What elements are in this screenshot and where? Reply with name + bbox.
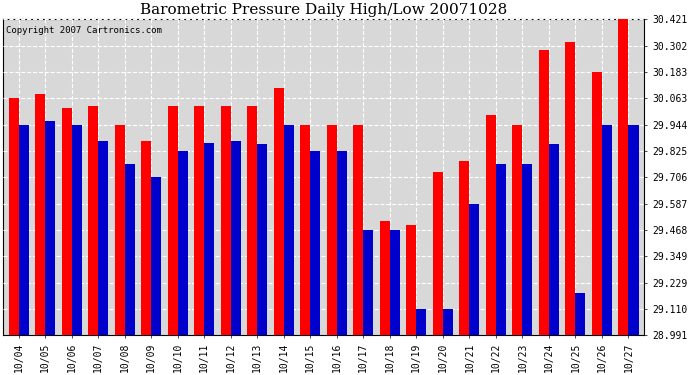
Bar <box>230 141 241 335</box>
Bar <box>416 309 426 335</box>
Bar <box>486 114 496 335</box>
Bar <box>115 125 125 335</box>
Bar <box>178 151 188 335</box>
Bar <box>61 108 72 335</box>
Bar <box>72 125 82 335</box>
Bar <box>565 42 575 335</box>
Bar <box>284 125 294 335</box>
Bar <box>539 51 549 335</box>
Bar <box>522 164 533 335</box>
Bar <box>406 225 416 335</box>
Bar <box>221 106 230 335</box>
Bar <box>460 161 469 335</box>
Bar <box>629 125 638 335</box>
Bar <box>141 141 151 335</box>
Bar <box>469 204 480 335</box>
Bar <box>549 144 559 335</box>
Bar <box>88 106 98 335</box>
Bar <box>194 106 204 335</box>
Bar <box>151 177 161 335</box>
Bar <box>618 20 629 335</box>
Bar <box>257 144 267 335</box>
Bar <box>353 125 364 335</box>
Bar <box>327 125 337 335</box>
Bar <box>575 293 586 335</box>
Bar <box>433 172 443 335</box>
Bar <box>35 94 45 335</box>
Bar <box>390 230 400 335</box>
Bar <box>496 164 506 335</box>
Bar <box>310 151 320 335</box>
Bar <box>337 151 347 335</box>
Bar <box>204 143 215 335</box>
Bar <box>443 309 453 335</box>
Bar <box>247 106 257 335</box>
Bar <box>602 125 612 335</box>
Text: Copyright 2007 Cartronics.com: Copyright 2007 Cartronics.com <box>6 26 162 34</box>
Bar <box>125 164 135 335</box>
Bar <box>98 141 108 335</box>
Bar <box>300 125 310 335</box>
Bar <box>168 106 178 335</box>
Bar <box>364 230 373 335</box>
Bar <box>45 121 55 335</box>
Bar <box>19 125 29 335</box>
Bar <box>512 125 522 335</box>
Bar <box>592 72 602 335</box>
Bar <box>274 88 284 335</box>
Bar <box>8 98 19 335</box>
Bar <box>380 220 390 335</box>
Title: Barometric Pressure Daily High/Low 20071028: Barometric Pressure Daily High/Low 20071… <box>140 3 507 17</box>
